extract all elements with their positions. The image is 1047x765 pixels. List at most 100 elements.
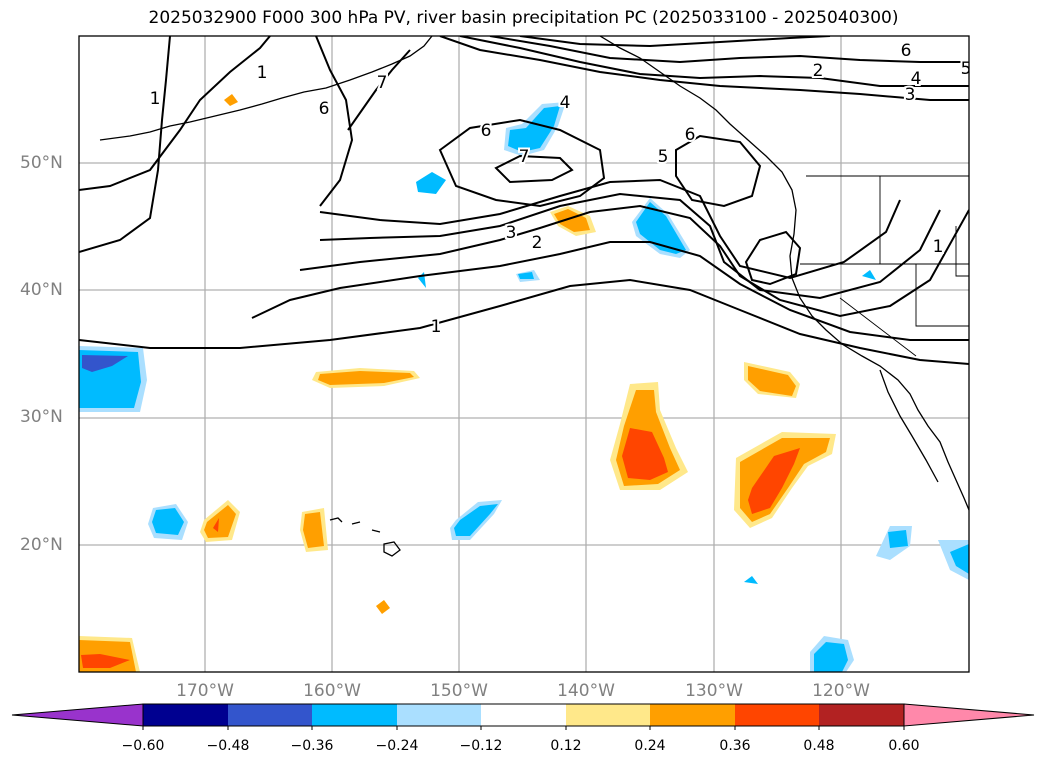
pv-contour-label: 4 [911,69,922,89]
strong-negative-anomaly-area [82,355,128,372]
pv-contour-2-ne [459,36,969,87]
colorbar-tick: 0.48 [803,738,835,754]
colorbar-extend-min [11,703,144,727]
pv-contour-label-halo: 7 [377,73,388,93]
pv-contour-4-ne [519,36,831,48]
lon-label-140w: 140°W [557,681,615,701]
pv-contour-label: 7 [377,73,388,93]
positive-anomaly-area [303,512,324,548]
pv-contour-5 [319,178,901,280]
lat-label-50n: 50°N [20,153,63,173]
lon-label-170w: 170°W [176,681,234,701]
pv-contour-label-halo: 2 [813,61,824,81]
pv-contour-label-halo: 2 [532,233,543,253]
colorbar-segment [312,704,397,726]
alaska-aleutian-coastline [99,36,433,141]
pv-contour-label: 6 [319,99,330,119]
colorbar-tick: 0.36 [719,738,751,754]
baja-california-coastline [879,369,939,483]
positive-anomaly-area [554,209,590,232]
pv-contour-label-halo: 7 [519,147,530,167]
colorbar-tick: −0.24 [375,738,419,754]
pv-contour-label: 6 [901,41,912,61]
colorbar-segments [11,703,1035,727]
pv-contour-label: 4 [560,93,571,113]
pv-contour-label: 5 [658,147,669,167]
pv-contour-label-halo: 6 [685,125,696,145]
pv-contour-closed-7 [494,154,574,184]
lon-label-150w: 150°W [430,681,488,701]
positive-anomaly-area [204,505,236,538]
negative-anomaly-area [862,270,876,280]
colorbar-segment [566,704,650,726]
positive-anomaly-area [224,94,238,106]
pv-contour-2 [251,241,969,341]
pv-contour-label-halo: 4 [911,69,922,89]
precipitation-shading [79,94,969,672]
map-frame [78,35,970,673]
pv-contour-1-left-column [79,36,171,253]
colorbar-tick: 0.24 [634,738,666,754]
pv-contour-6-left [315,36,354,207]
pv-contour-label: 3 [506,223,517,243]
pv-contour-label-halo: 6 [901,41,912,61]
negative-anomaly-area [814,642,848,672]
pv-contour-1 [79,278,969,365]
pv-contour-label-halo: 6 [481,121,492,141]
pv-contour-3-ne [489,36,969,64]
pv-contour-closed-5 [744,230,802,286]
lon-label-130w: 130°W [685,681,743,701]
positive-anomaly-area [318,371,414,385]
pv-contour-label: 6 [481,121,492,141]
negative-anomaly-area [416,172,446,194]
pv-contour-3 [299,204,969,318]
pv-contour-label: 1 [257,63,268,83]
pv-contour-label-halo: 5 [658,147,669,167]
positive-anomaly-area [748,366,796,396]
strong-positive-anomaly-area [748,448,800,514]
negative-anomaly-area [454,504,498,536]
colorbar-segment [735,704,819,726]
pv-contour-label: 3 [905,85,916,105]
strong-positive-anomaly-area [81,654,130,668]
negative-anomaly-area [950,544,969,574]
lat-label-20n: 20°N [20,535,63,555]
state-borders [800,175,969,357]
pv-contour-closed-6b [675,134,762,208]
colorbar-segment [143,704,228,726]
pv-contour-label-halo: 1 [933,237,944,257]
colorbar-segment [819,704,904,726]
colorbar-segment [228,704,312,726]
pv-contour-label: 2 [532,233,543,253]
strong-positive-anomaly-area [213,518,219,532]
pv-contour-label-halo: 4 [560,93,571,113]
lon-label-160w: 160°W [303,681,361,701]
pv-contour-7-left [347,49,411,131]
gridlines [79,36,969,672]
pv-contour-closed-6 [438,118,606,208]
lon-label-120w: 120°W [812,681,870,701]
pv-contour-label-halo: 6 [319,99,330,119]
pv-contour-4 [319,192,941,300]
pv-contour-label: 7 [519,147,530,167]
pv-contour-label-halo: 1 [150,89,161,109]
colorbar-tick: 0.60 [888,738,920,754]
colorbar-extend-max [903,703,1035,727]
pv-contour-label: 6 [685,125,696,145]
pv-contour-label-halo: 3 [905,85,916,105]
negative-anomaly-area [152,508,184,535]
pv-contour-label-halo: 5 [961,59,972,79]
colorbar-tick: −0.48 [206,738,250,754]
pv-contour-label-halo: 3 [506,223,517,243]
pv-contour-1-ne [439,36,969,101]
pv-contour-label-halo: 1 [431,317,442,337]
colorbar-segment [650,704,735,726]
pv-contour-label: 1 [150,89,161,109]
colorbar-tick: −0.36 [290,738,334,754]
strong-positive-anomaly-area [622,428,668,480]
hawaii-islands [329,517,401,557]
lat-label-40n: 40°N [20,280,63,300]
